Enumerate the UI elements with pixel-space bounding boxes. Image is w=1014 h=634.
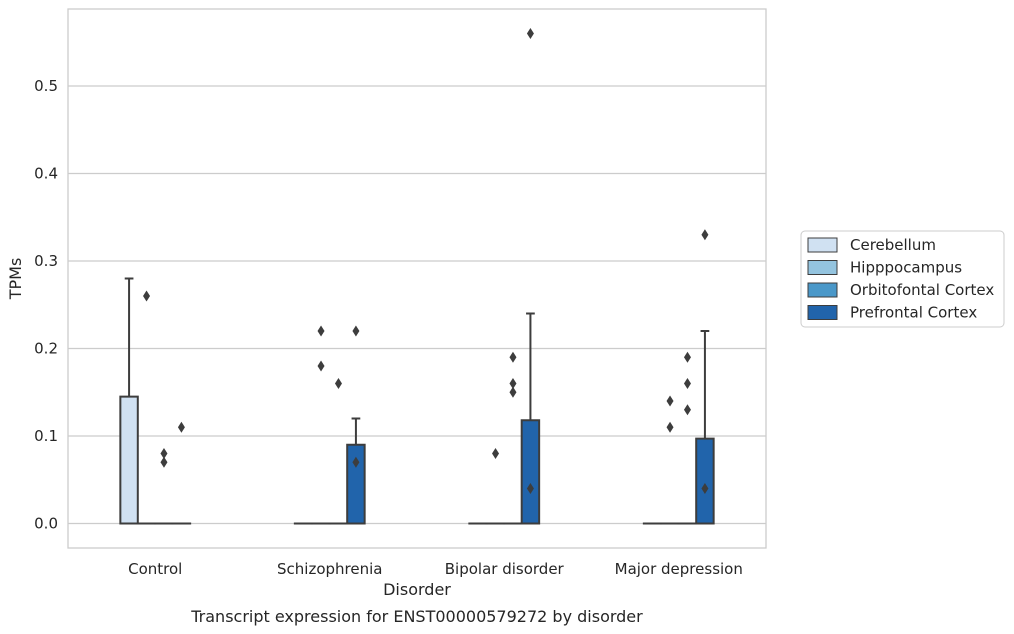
legend-label: Cerebellum (850, 236, 936, 254)
legend-frame (800, 230, 1005, 328)
plot-frame (67, 8, 767, 549)
y-tick-label: 0.3 (34, 252, 58, 270)
grid-lines (68, 85, 766, 525)
outlier-point (526, 483, 534, 494)
y-tick-label: 0.0 (34, 515, 58, 533)
legend-swatch (807, 260, 838, 275)
x-tick-label: Major depression (615, 560, 743, 578)
axes: 0.0 0.1 0.2 0.3 0.4 0.5 Control Schizophrenia Bi… (34, 77, 743, 578)
box-prefrontal-cortex (346, 443, 366, 525)
outlier-point (666, 421, 674, 433)
x-tick-label: Bipolar disorder (445, 560, 565, 578)
legend-label: Prefrontal Cortex (850, 304, 977, 322)
outlier-point (526, 28, 534, 39)
outlier-point (160, 456, 168, 468)
outlier-point (492, 448, 500, 459)
legend: Cerebellum Hipppocampus Orbitofontal Corte… (800, 230, 1005, 328)
outlier-point (160, 448, 168, 459)
legend-label: Hipppocampus (850, 259, 962, 277)
outlier-point (509, 386, 517, 398)
x-tick-label: Control (128, 560, 182, 578)
box-prefrontal-cortex (520, 419, 541, 525)
x-tick-label: Schizophrenia (277, 560, 382, 578)
box-prefrontal-cortex (695, 437, 715, 525)
outlier-point (317, 325, 325, 337)
outlier-point (701, 229, 709, 241)
x-axis-label: Disorder (383, 580, 451, 599)
outlier-point (352, 325, 360, 337)
outlier-point (352, 456, 360, 468)
chart-caption: Transcript expression for ENST0000057927… (190, 607, 643, 626)
legend-swatch (807, 237, 838, 253)
outlier-point (143, 290, 151, 302)
outlier-point (666, 395, 674, 407)
outlier-point (683, 404, 691, 416)
box-cerebellum (119, 395, 139, 525)
y-tick-label: 0.2 (34, 340, 58, 358)
y-axis-label: TPMs (6, 258, 25, 301)
outlier-point (334, 378, 342, 389)
outlier-point (177, 421, 185, 433)
outlier-point (683, 378, 691, 389)
legend-label: Orbitofontal Cortex (850, 281, 994, 299)
y-tick-label: 0.4 (34, 165, 58, 183)
y-tick-label: 0.1 (34, 427, 58, 445)
legend-swatch (807, 305, 838, 320)
outlier-point (509, 378, 517, 389)
outlier-point (509, 351, 517, 363)
outlier-point (701, 483, 709, 494)
box-marks (119, 28, 715, 525)
y-tick-label: 0.5 (34, 77, 58, 95)
outlier-point (683, 351, 691, 363)
legend-swatch (807, 282, 838, 298)
outlier-point (317, 360, 325, 372)
